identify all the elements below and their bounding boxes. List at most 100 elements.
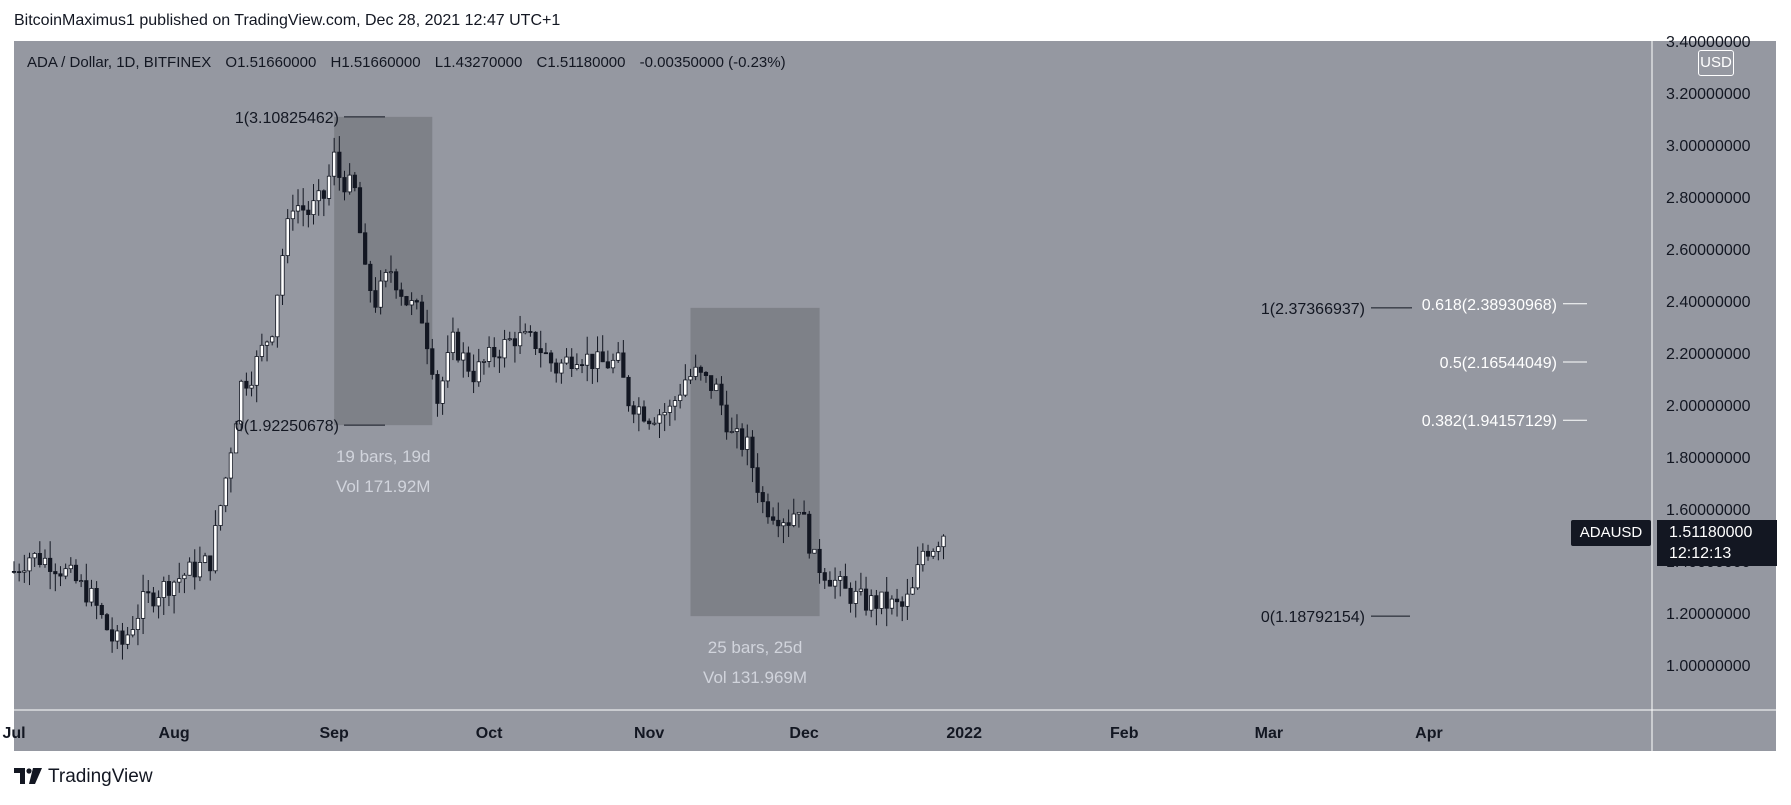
candle-down [719, 383, 724, 406]
last-price-tag: 1.51180000 12:12:13 [1657, 520, 1777, 566]
candle-up [517, 332, 523, 347]
fib-level-label: 0(1.18792154) [1261, 609, 1365, 626]
candle-up [905, 593, 910, 607]
candle-up [22, 570, 27, 573]
symbol-legend: ADA / Dollar, 1D, BITFINEX O1.51660000 H… [27, 54, 786, 71]
candle-down [822, 572, 827, 581]
candle-down [208, 555, 213, 572]
candle-down [373, 290, 378, 308]
candle-down [321, 190, 326, 199]
candle-down [900, 601, 905, 607]
candle-up [32, 553, 37, 559]
candle-up [507, 338, 512, 341]
symbol-name: ADA / Dollar, 1D, BITFINEX [27, 54, 212, 71]
candle-down [419, 301, 425, 324]
candle-up [383, 272, 388, 282]
candle-down [925, 550, 931, 557]
candle-up [574, 364, 579, 369]
y-tick-label: 2.60000000 [1666, 242, 1751, 259]
candle-down [414, 300, 419, 303]
fib-level-label: 0.5(2.16544049) [1440, 355, 1557, 372]
candle-up [316, 190, 321, 202]
candle-up [89, 588, 94, 603]
candle-down [600, 351, 605, 363]
open-value: 1.51660000 [237, 54, 317, 71]
range-volume-label: Vol 171.92M [336, 477, 431, 496]
candle-up [931, 551, 936, 557]
candle-up [853, 590, 858, 604]
candle-down [579, 364, 585, 367]
candle-down [166, 581, 172, 596]
candle-up [595, 351, 600, 369]
candle-down [58, 573, 63, 577]
candle-up [223, 477, 228, 507]
candle-down [548, 352, 554, 364]
candle-up [79, 580, 84, 583]
candle-down [631, 405, 636, 415]
close-value: 1.51180000 [547, 54, 626, 71]
candle-up [259, 344, 264, 357]
change-value: -0.00350000 (-0.23%) [639, 54, 786, 71]
candle-down [848, 587, 853, 604]
candle-down [99, 604, 104, 616]
candle-down [843, 576, 848, 589]
candle-down [301, 205, 306, 211]
candle-down [120, 630, 125, 645]
candle-up [130, 629, 135, 636]
candle-down [492, 346, 497, 358]
candle-down [337, 151, 342, 178]
candle-down [37, 553, 42, 565]
fib-level-label: 0.382(1.94157129) [1422, 413, 1557, 430]
candle-down [863, 588, 869, 611]
candle-up [683, 379, 688, 396]
candle-down [765, 501, 771, 518]
candle-down [192, 561, 197, 578]
candle-up [378, 280, 383, 308]
fib-level-label: 1(2.37366937) [1261, 301, 1365, 318]
candle-up [476, 361, 481, 383]
candle-up [481, 361, 487, 363]
y-tick-label: 3.20000000 [1666, 86, 1751, 103]
candle-up [693, 366, 698, 377]
candle-down [827, 579, 833, 587]
candle-down [394, 271, 399, 291]
publisher-caption: BitcoinMaximus1 published on TradingView… [14, 12, 561, 29]
candle-up [745, 436, 750, 450]
candle-down [151, 592, 156, 607]
candle-down [342, 177, 347, 193]
candle-up [672, 400, 678, 407]
x-tick-label: Oct [476, 725, 503, 742]
candle-up [187, 561, 192, 576]
candle-down [466, 352, 471, 372]
candle-up [249, 384, 254, 389]
candle-up [347, 174, 352, 193]
candle-down [84, 580, 89, 603]
fib-level-label: 0.618(2.38930968) [1422, 297, 1557, 314]
bar-countdown: 12:12:13 [1669, 545, 1732, 562]
candle-down [11, 571, 17, 573]
candle-up [275, 294, 280, 338]
candle-up [290, 210, 295, 220]
footer-brand[interactable]: TradingView [14, 766, 153, 788]
candle-up [564, 356, 569, 364]
candle-down [590, 353, 595, 369]
candle-down [363, 232, 368, 265]
x-tick-label: Feb [1110, 725, 1139, 742]
candle-up [920, 550, 925, 566]
candle-down [801, 511, 807, 515]
candle-up [678, 394, 683, 402]
candle-down [626, 376, 631, 407]
candle-down [430, 348, 435, 375]
tradingview-logo-icon [14, 768, 42, 784]
candle-down [528, 331, 533, 333]
candle-down [17, 571, 22, 574]
candle-up [388, 271, 394, 274]
y-tick-label: 1.20000000 [1666, 606, 1751, 623]
candle-up [311, 200, 316, 215]
candle-up [636, 406, 641, 415]
candle-down [894, 598, 900, 603]
candle-up [140, 591, 146, 619]
currency-button[interactable]: USD [1698, 50, 1734, 76]
candle-up [42, 557, 48, 565]
